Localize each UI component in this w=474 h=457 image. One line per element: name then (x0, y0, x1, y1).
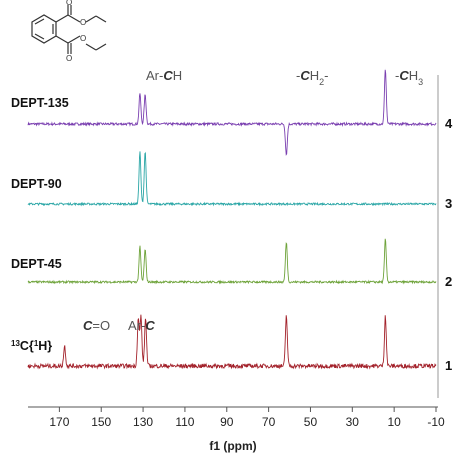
atom-o-4: O (80, 34, 86, 43)
series-label-1: DEPT-90 (11, 177, 62, 191)
series-line-0 (27, 69, 437, 156)
series-number-3: 1 (445, 358, 452, 373)
series-3: 13C{1H} 1 (11, 314, 452, 373)
series-label-0: DEPT-135 (11, 96, 69, 110)
x-axis-title: f1 (ppm) (209, 439, 256, 453)
x-tick-label-7: 30 (346, 415, 360, 429)
x-tick-label-5: 70 (262, 415, 276, 429)
atom-o-1: O (66, 0, 72, 7)
annotation-ch3: -CH3 (395, 68, 423, 87)
annotation-arc: Ar-C (128, 318, 155, 333)
x-tick-label-6: 50 (304, 415, 318, 429)
x-tick-label-0: 170 (49, 415, 69, 429)
series-0: DEPT-135 4 (11, 68, 453, 156)
series-line-3 (27, 314, 437, 370)
x-tick-label-1: 150 (91, 415, 111, 429)
series-number-0: 4 (445, 116, 453, 131)
molecule-structure-diethyl-phthalate (31, 5, 107, 54)
series-label-2: DEPT-45 (11, 257, 62, 271)
series-line-1 (27, 151, 437, 207)
annotation-arch: Ar-CH (146, 68, 182, 83)
x-tick-label-9: -10 (427, 415, 445, 429)
x-tick-label-3: 110 (175, 415, 194, 429)
x-tick-label-2: 130 (133, 415, 153, 429)
x-axis: 170 150 130 110 90 70 50 30 10 -10 f1 (ppm) (28, 406, 445, 453)
series-number-2: 2 (445, 274, 452, 289)
x-ticks: 170 150 130 110 90 70 50 30 10 -10 (49, 407, 445, 429)
peak-annotations: Ar-CH -CH2- -CH3 C=O Ar-C (83, 68, 423, 333)
series-number-1: 3 (445, 196, 452, 211)
x-tick-label-4: 90 (220, 415, 234, 429)
x-tick-label-8: 10 (387, 415, 401, 429)
series-2: DEPT-45 2 (11, 238, 452, 289)
series-line-2 (27, 238, 437, 285)
series-1: DEPT-90 3 (11, 151, 452, 211)
annotation-ch2: -CH2- (296, 68, 328, 87)
spectra-series: DEPT-135 4 DEPT-90 3 DEPT-45 2 13C{1H} 1 (11, 68, 453, 373)
atom-o-3: O (66, 54, 72, 63)
molecule-atom-labels: O O O O (66, 0, 86, 63)
series-label-3: 13C{1H} (11, 339, 52, 354)
atom-o-2: O (80, 18, 86, 27)
annotation-co: C=O (83, 318, 110, 333)
